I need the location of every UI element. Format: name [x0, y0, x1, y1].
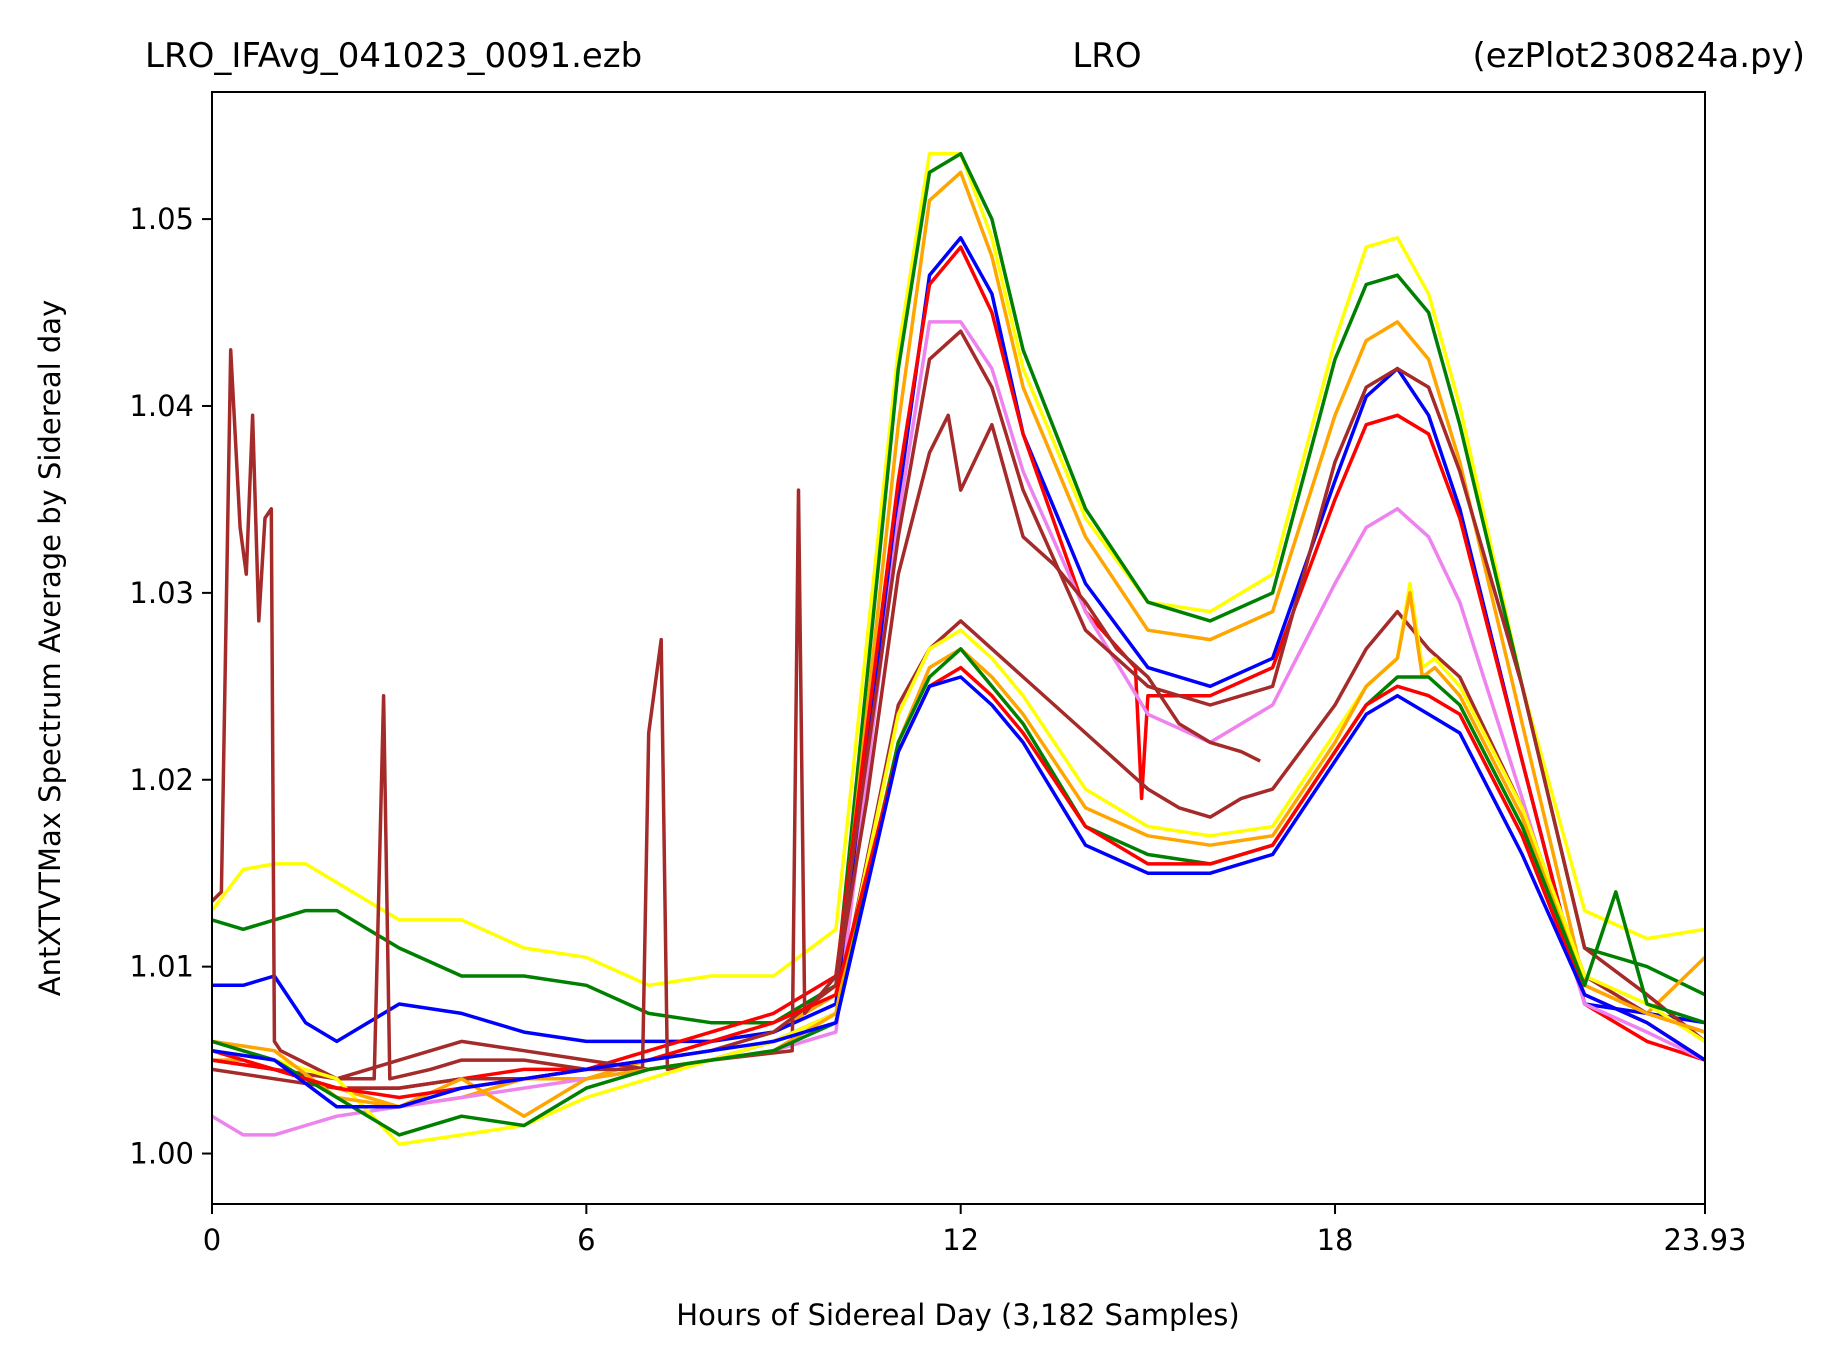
series-line-9	[212, 609, 1705, 1081]
y-axis-label: AntXTVTMax Spectrum Average by Sidereal …	[33, 300, 67, 996]
y-tick-label: 1.05	[129, 202, 194, 236]
x-axis: 0 6 12 18 23.93	[203, 1204, 1747, 1257]
plot-frame	[211, 91, 1706, 1205]
y-tick-label: 1.01	[129, 950, 194, 984]
x-axis-label: Hours of Sidereal Day (3,182 Samples)	[676, 1298, 1239, 1332]
y-axis: 1.00 1.01 1.02 1.03 1.04 1.05	[129, 202, 212, 1171]
x-tick-label: 0	[203, 1223, 221, 1257]
y-tick-label: 1.02	[129, 763, 194, 797]
x-tick-label: 23.93	[1663, 1223, 1746, 1257]
series-line-11	[212, 591, 1705, 1118]
series-line-2	[212, 151, 1705, 1025]
x-tick-label: 18	[1317, 1223, 1354, 1257]
series-line-12	[212, 647, 1705, 1137]
y-tick-label: 1.00	[129, 1137, 194, 1171]
series-line-4	[212, 236, 1705, 1044]
series-line-8	[212, 413, 1261, 1090]
chart-title-center: LRO	[1072, 36, 1141, 76]
chart-title-right: (ezPlot230824a.py)	[1472, 36, 1805, 76]
series-layer	[212, 151, 1705, 1146]
y-tick-label: 1.04	[129, 389, 194, 423]
x-tick-label: 12	[942, 1223, 979, 1257]
y-tick-label: 1.03	[129, 576, 194, 610]
series-line-14	[212, 675, 1705, 1109]
chart-title-left: LRO_IFAvg_041023_0091.ezb	[145, 36, 642, 76]
x-tick-label: 6	[577, 1223, 595, 1257]
